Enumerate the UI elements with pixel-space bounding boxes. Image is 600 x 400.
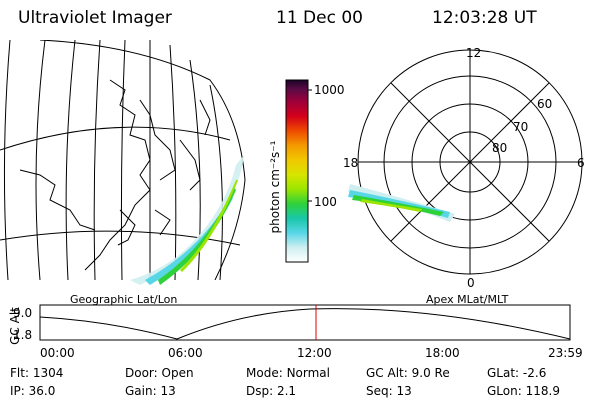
observation-date: 11 Dec 00 [276, 8, 363, 28]
status-glon: GLon: 118.9 [487, 384, 560, 398]
status-flt: Flt: 1304 [10, 366, 64, 380]
time-tick-2359: 23:59 [548, 346, 583, 360]
colorbar [285, 79, 312, 263]
status-seq: Seq: 13 [366, 384, 412, 398]
polar-panel-caption: Apex MLat/MLT [426, 293, 509, 306]
status-ip: IP: 36.0 [10, 384, 56, 398]
status-glat: GLat: -2.6 [487, 366, 547, 380]
auroral-band [130, 155, 244, 285]
coastline [84, 79, 151, 271]
mlat-label-60: 60 [537, 97, 553, 111]
altitude-curve [39, 308, 571, 340]
polar-plot [348, 49, 583, 275]
status-mode: Mode: Normal [246, 366, 330, 380]
mlt-label-0: 0 [467, 276, 475, 290]
time-tick-1200: 12:00 [297, 346, 332, 360]
time-tick-1800: 18:00 [425, 346, 460, 360]
geo-panel-caption: Geographic Lat/Lon [70, 293, 178, 306]
altitude-ytick-1-8: 1.8 [13, 328, 33, 342]
status-dsp: Dsp: 2.1 [246, 384, 297, 398]
instrument-title: Ultraviolet Imager [18, 8, 172, 28]
time-tick-0600: 06:00 [168, 346, 203, 360]
mlat-label-70: 70 [513, 120, 529, 134]
status-gc-alt: GC Alt: 9.0 Re [366, 366, 450, 380]
observation-time: 12:03:28 UT [432, 8, 537, 28]
polar-auroral-oval [348, 184, 455, 222]
altitude-timeline [39, 304, 571, 341]
mlt-label-6: 6 [577, 156, 585, 170]
status-door: Door: Open [125, 366, 194, 380]
mlat-label-80: 80 [492, 141, 508, 155]
mlt-label-12: 12 [466, 46, 482, 60]
altitude-ytick-9: 9.0 [13, 306, 33, 320]
earth-limb [39, 40, 246, 280]
geographic-map [0, 40, 246, 285]
colorbar-tick-1000: 1000 [314, 83, 345, 97]
status-gain: Gain: 13 [125, 384, 176, 398]
mlt-label-18: 18 [343, 156, 359, 170]
colorbar-tick-100: 100 [314, 195, 337, 209]
time-tick-0000: 00:00 [40, 346, 75, 360]
colorbar-gradient [285, 79, 309, 263]
colorbar-unit-label: photon cm⁻²s⁻¹ [268, 140, 282, 234]
